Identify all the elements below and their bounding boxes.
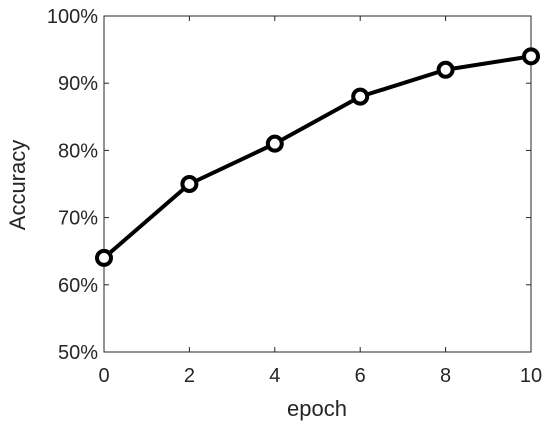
x-axis-ticks: 0 2 4 6 8 10	[98, 16, 542, 387]
y-tick-label: 70%	[58, 208, 98, 230]
y-tick-label: 90%	[58, 73, 98, 95]
y-tick-label: 100%	[47, 6, 98, 28]
y-tick-label: 80%	[58, 140, 98, 162]
series-layer	[95, 47, 540, 267]
x-axis-label: epoch	[287, 396, 347, 421]
data-point	[436, 60, 455, 79]
data-point	[95, 248, 113, 267]
x-tick-label: 6	[355, 365, 366, 387]
plot-area	[103, 15, 532, 353]
series-line	[102, 54, 533, 260]
x-tick-label: 2	[184, 365, 195, 387]
data-point	[351, 87, 370, 106]
y-axis-ticks: 50% 60% 70% 80% 90% 100%	[47, 6, 531, 364]
x-tick-label: 8	[440, 365, 451, 387]
x-tick-label: 4	[269, 365, 280, 387]
data-point	[265, 134, 284, 153]
y-tick-label: 50%	[58, 342, 98, 364]
data-point	[522, 47, 540, 66]
plot-frame	[103, 15, 532, 353]
y-axis-label: Accuracy	[5, 140, 30, 230]
x-tick-label: 10	[520, 365, 542, 387]
x-tick-label: 0	[98, 365, 109, 387]
y-tick-label: 60%	[58, 275, 98, 297]
data-point	[180, 175, 199, 193]
